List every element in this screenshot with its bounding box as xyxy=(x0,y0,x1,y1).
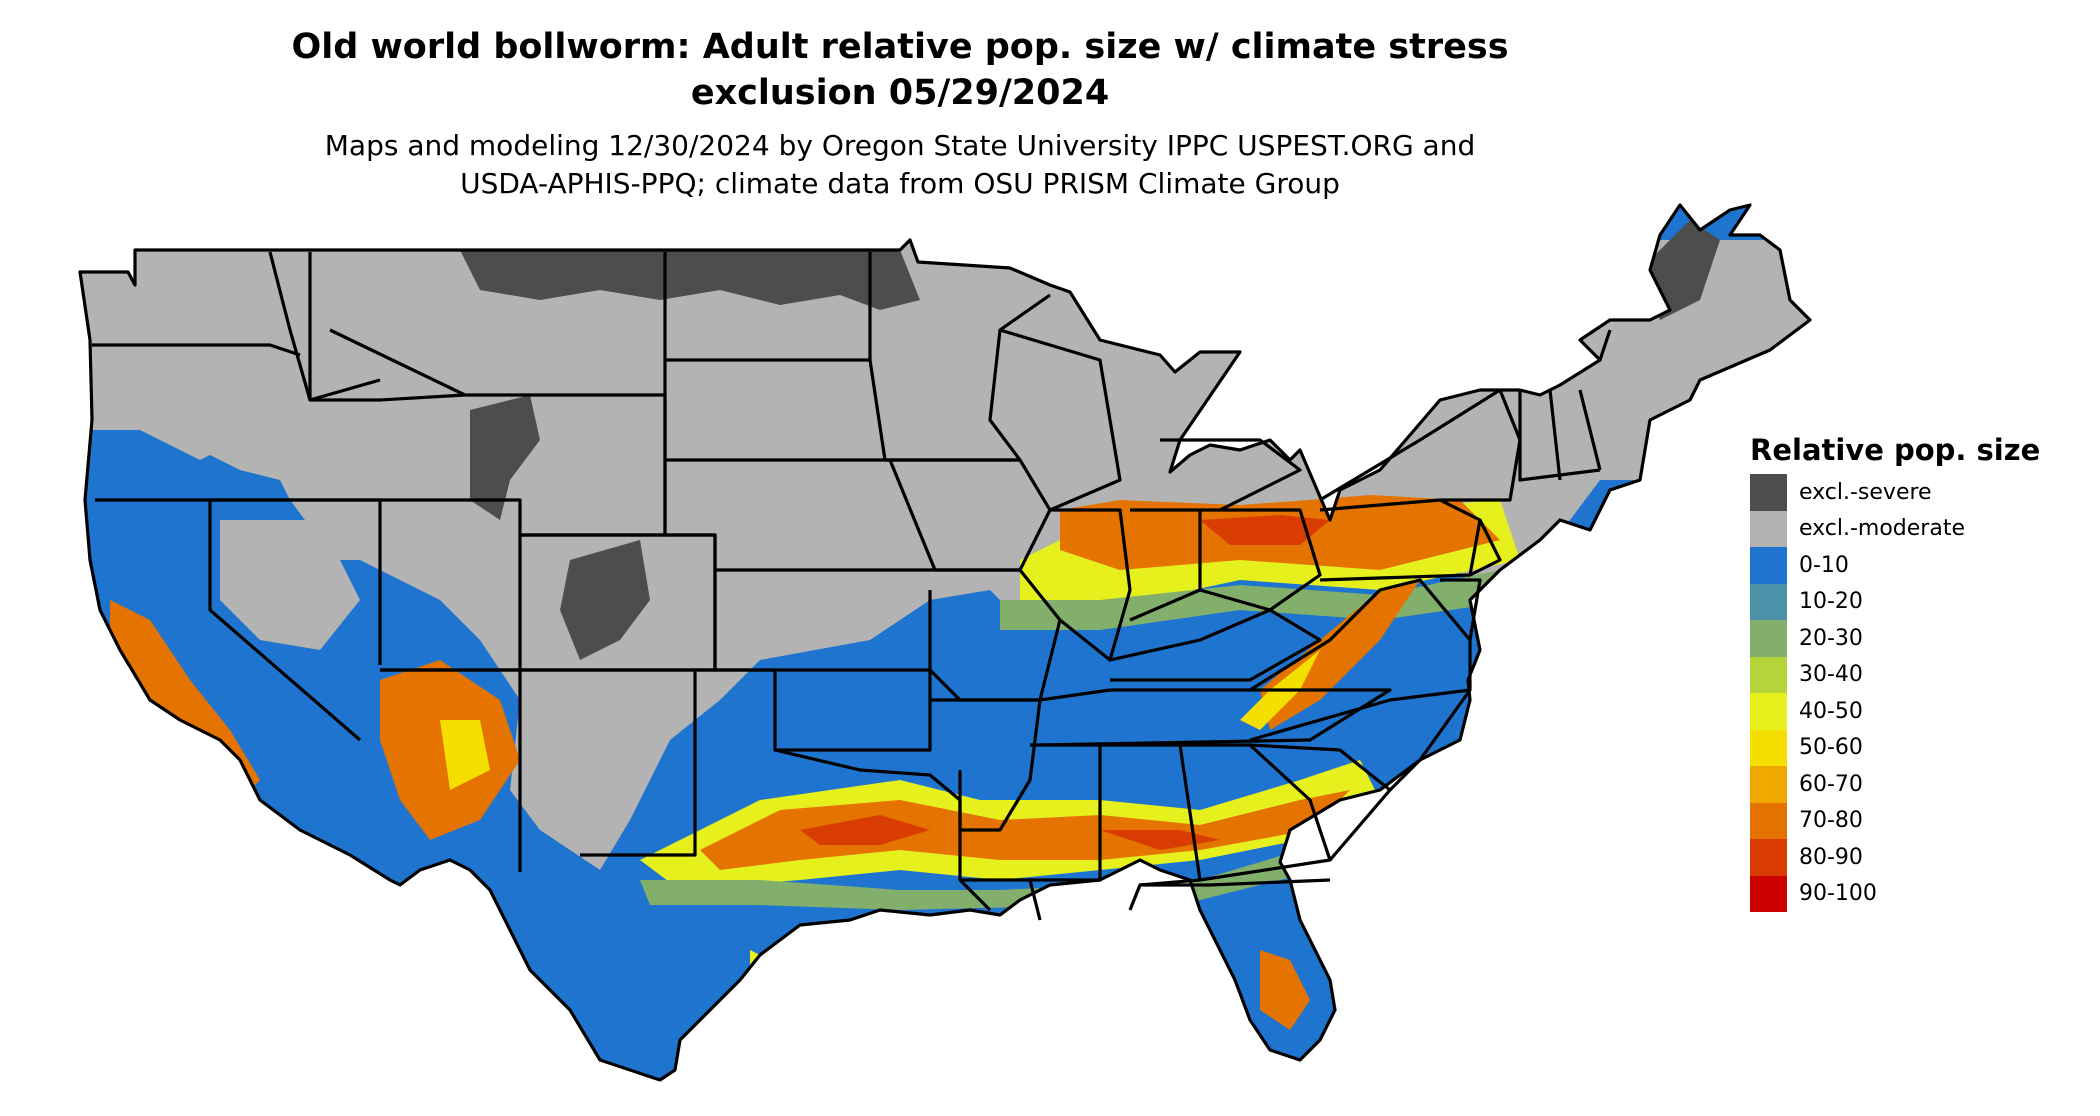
border-or-wa xyxy=(92,343,301,357)
legend-swatch xyxy=(1750,510,1787,547)
florida-band xyxy=(1260,950,1310,1030)
border-tennessee xyxy=(1039,688,1392,747)
legend-swatch xyxy=(1750,547,1787,584)
legend-label: 30-40 xyxy=(1799,662,1863,688)
legend-label: 70-80 xyxy=(1799,808,1863,834)
border-arkansas xyxy=(930,698,1042,832)
border-49th-parallel-segments xyxy=(308,252,381,402)
map-subtitle-line-2: USDA-APHIS-PPQ; climate data from OSU PR… xyxy=(460,167,1340,200)
legend-swatch xyxy=(1750,875,1787,912)
border-new-york xyxy=(1319,388,1522,502)
legend-item-10-20: 10-20 xyxy=(1750,583,2080,620)
border-florida-north xyxy=(1140,878,1331,887)
population-raster xyxy=(80,220,1810,1060)
legend-swatch xyxy=(1750,474,1787,511)
legend-swatch xyxy=(1750,802,1787,839)
legend-label: 50-60 xyxy=(1799,735,1863,761)
legend-item-80-90: 80-90 xyxy=(1750,839,2080,876)
border-new-mexico xyxy=(520,668,697,857)
legend-swatch xyxy=(1750,583,1787,620)
map-title-line-1: Old world bollworm: Adult relative pop. … xyxy=(291,27,1509,67)
border-montana-south xyxy=(329,328,466,397)
legend-swatch xyxy=(1750,729,1787,766)
map-title-line-2: exclusion 05/29/2024 xyxy=(690,73,1110,113)
severe-exclusion-rockies-2 xyxy=(560,540,650,660)
legend-item-20-30: 20-30 xyxy=(1750,620,2080,657)
southern-band-red xyxy=(800,815,1220,850)
legend-swatch xyxy=(1750,766,1787,803)
border-illinois xyxy=(1050,508,1132,662)
legend-label: 80-90 xyxy=(1799,844,1863,870)
border-new-england xyxy=(1518,329,1612,482)
legend-item-90-100: 90-100 xyxy=(1750,875,2080,912)
legend-swatch xyxy=(1750,656,1787,693)
legend-item-60-70: 60-70 xyxy=(1750,766,2080,803)
map-subtitle-line-1: Maps and modeling 12/30/2024 by Oregon S… xyxy=(324,129,1476,162)
border-wisconsin xyxy=(999,328,1122,512)
border-indiana xyxy=(1129,508,1202,622)
border-kentucky xyxy=(1109,608,1322,682)
border-mississippi xyxy=(1030,743,1102,882)
legend-label: 60-70 xyxy=(1799,771,1863,797)
border-kansas xyxy=(713,570,932,672)
legend-swatch xyxy=(1750,620,1787,657)
appalachian-band xyxy=(1260,580,1420,730)
border-virginia xyxy=(1249,578,1472,692)
western-exclusion-patch-2 xyxy=(220,520,360,650)
southern-band-orange xyxy=(700,790,1350,870)
legend: Relative pop. size excl.-severe excl.-mo… xyxy=(1750,432,2080,912)
legend-label: 0-10 xyxy=(1799,552,1849,578)
border-missouri xyxy=(928,568,1062,702)
legend-label: excl.-moderate xyxy=(1799,516,1965,542)
red-band-midwest xyxy=(1200,515,1330,545)
legend-item-0-10: 0-10 xyxy=(1750,547,2080,584)
legend-title: Relative pop. size xyxy=(1750,433,2041,467)
legend-label: 40-50 xyxy=(1799,698,1863,724)
border-nebraska xyxy=(663,459,937,572)
legend-item-excl-moderate: excl.-moderate xyxy=(1750,510,2080,547)
legend-item-70-80: 70-80 xyxy=(1750,802,2080,839)
legend-item-40-50: 40-50 xyxy=(1750,693,2080,730)
legend-item-30-40: 30-40 xyxy=(1750,656,2080,693)
legend-item-50-60: 50-60 xyxy=(1750,729,2080,766)
legend-label: 90-100 xyxy=(1799,881,1877,907)
state-borders xyxy=(78,203,1812,1082)
legend-label: 20-30 xyxy=(1799,625,1863,651)
western-exclusion-patch-3 xyxy=(140,380,200,440)
border-ohio xyxy=(1199,508,1322,612)
border-mid-atlantic xyxy=(1440,519,1502,641)
border-georgia xyxy=(1180,743,1332,882)
border-south-carolina xyxy=(1249,743,1392,862)
severe-exclusion-rockies-1 xyxy=(470,395,540,520)
texas-coast-band xyxy=(770,940,860,1060)
border-texas xyxy=(774,748,992,912)
border-michigan xyxy=(1160,438,1302,512)
legend-label: excl.-severe xyxy=(1799,479,1932,505)
legend-swatch xyxy=(1750,693,1787,730)
southwest-band-yellow xyxy=(440,720,490,790)
border-idaho-east xyxy=(268,251,466,402)
legend-swatch xyxy=(1750,839,1787,876)
severe-exclusion-north-plains xyxy=(460,250,920,310)
legend-item-excl-severe: excl.-severe xyxy=(1750,474,2080,511)
legend-label: 10-20 xyxy=(1799,589,1863,615)
